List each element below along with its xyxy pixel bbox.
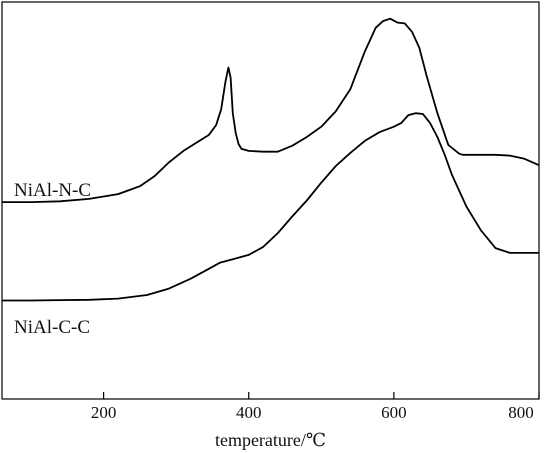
x-axis-label: temperature/℃ [215, 430, 326, 450]
series-layer: NiAl-N-C NiAl-C-C [2, 17, 540, 338]
x-tick-label: 200 [91, 403, 117, 422]
series-line-1 [2, 17, 540, 204]
x-tick-label: 400 [236, 403, 262, 422]
plot-frame [1, 1, 540, 400]
x-axis: 200 400 600 800 [91, 392, 540, 422]
series-line-2 [2, 112, 539, 302]
x-tick-label: 800 [508, 403, 534, 422]
series-label-2: NiAl-C-C [14, 317, 90, 338]
series-label-1: NiAl-N-C [14, 180, 91, 201]
x-tick-label: 600 [381, 403, 407, 422]
